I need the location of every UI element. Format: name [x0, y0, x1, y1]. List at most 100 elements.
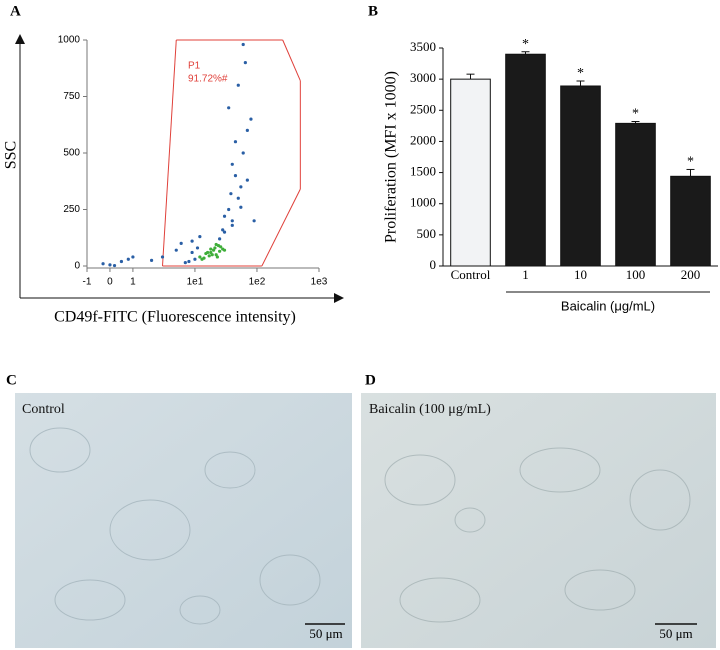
bar [670, 175, 711, 267]
point [241, 151, 245, 155]
y-tick-label: 2000 [410, 132, 436, 147]
x-tick-label: -1 [83, 277, 92, 288]
y-tick-label: 3000 [410, 70, 436, 85]
y-tick-label: 0 [430, 257, 437, 272]
significance: * [577, 66, 584, 81]
point [236, 196, 240, 200]
point [209, 250, 213, 255]
y-tick-label: 500 [417, 226, 437, 241]
image-caption: Baicalin (100 μg/mL) [369, 402, 491, 417]
gate-edge [282, 39, 301, 81]
point [222, 248, 227, 252]
y-tick-label: 500 [63, 148, 80, 159]
y-tick-label: 0 [74, 261, 80, 272]
point [230, 162, 234, 166]
x-axis-label: CD49f-FITC (Fluorescence intensity) [54, 309, 296, 326]
point [221, 228, 225, 232]
y-tick-label: 1000 [58, 35, 81, 46]
micrograph [15, 393, 352, 648]
point [241, 42, 245, 47]
y-tick-label: 1500 [410, 164, 436, 179]
point [239, 205, 243, 209]
image-caption: Control [22, 402, 65, 417]
x-tick-label: 100 [626, 267, 646, 282]
point [227, 106, 231, 110]
panel-label: A [10, 3, 21, 19]
x-tick-label: 1e3 [311, 277, 328, 288]
x-tick-label: 200 [681, 267, 701, 282]
arrow [334, 293, 344, 303]
point [229, 192, 233, 196]
point [190, 239, 194, 243]
gate-name: P1 [188, 61, 201, 72]
y-tick-label: 1000 [410, 195, 436, 210]
x-tick-label: 1e1 [187, 277, 204, 288]
point [126, 257, 130, 261]
gate-edge [261, 188, 301, 267]
panel-label: B [368, 3, 378, 19]
point [198, 255, 202, 259]
gate-percent: 91.72%# [188, 74, 228, 85]
y-tick-label: 3500 [410, 39, 436, 54]
point [200, 257, 204, 261]
point [245, 128, 249, 132]
point [236, 83, 240, 87]
group-label: Baicalin (μg/mL) [561, 298, 655, 313]
gate-edge [162, 39, 177, 267]
bar [505, 53, 546, 267]
bar [560, 85, 601, 267]
bar [450, 78, 491, 267]
point [179, 241, 183, 245]
bar [615, 122, 656, 267]
x-tick-label: 1 [522, 267, 529, 282]
point [187, 259, 191, 264]
point [214, 242, 218, 247]
significance: * [632, 107, 639, 122]
point [230, 223, 234, 227]
cell-texture [29, 427, 321, 625]
point [210, 253, 214, 257]
y-tick-label: 2500 [410, 101, 436, 116]
point [108, 263, 112, 267]
point [215, 255, 219, 259]
point [101, 262, 105, 266]
panel-label: D [365, 372, 376, 388]
point [243, 61, 247, 65]
x-tick-label: 1 [130, 277, 136, 288]
significance: * [522, 37, 529, 52]
point [131, 255, 135, 259]
point [190, 250, 194, 255]
y-axis-label: SSC [3, 141, 20, 169]
significance: * [687, 155, 694, 170]
point [227, 207, 231, 212]
x-tick-label: 0 [107, 277, 113, 288]
x-tick-label: Control [451, 267, 491, 282]
point [222, 230, 227, 234]
point [207, 254, 211, 258]
point [239, 185, 243, 189]
point [205, 250, 210, 255]
point [112, 263, 117, 268]
point [195, 246, 200, 250]
point [183, 261, 187, 265]
y-tick-label: 750 [63, 91, 80, 102]
point [230, 219, 234, 223]
point [218, 237, 222, 241]
x-tick-label: 1e2 [249, 277, 266, 288]
point [160, 255, 165, 259]
point [198, 235, 202, 239]
x-tick-label: 10 [574, 267, 587, 282]
scale-label: 50 μm [659, 626, 692, 641]
arrow [15, 34, 25, 44]
scale-label: 50 μm [309, 626, 342, 641]
point [149, 258, 154, 262]
point [213, 246, 217, 250]
micrograph [361, 393, 716, 648]
point [233, 140, 238, 144]
point [119, 259, 124, 264]
point [249, 117, 253, 121]
point [252, 219, 256, 223]
point [174, 248, 178, 252]
point [193, 257, 197, 261]
